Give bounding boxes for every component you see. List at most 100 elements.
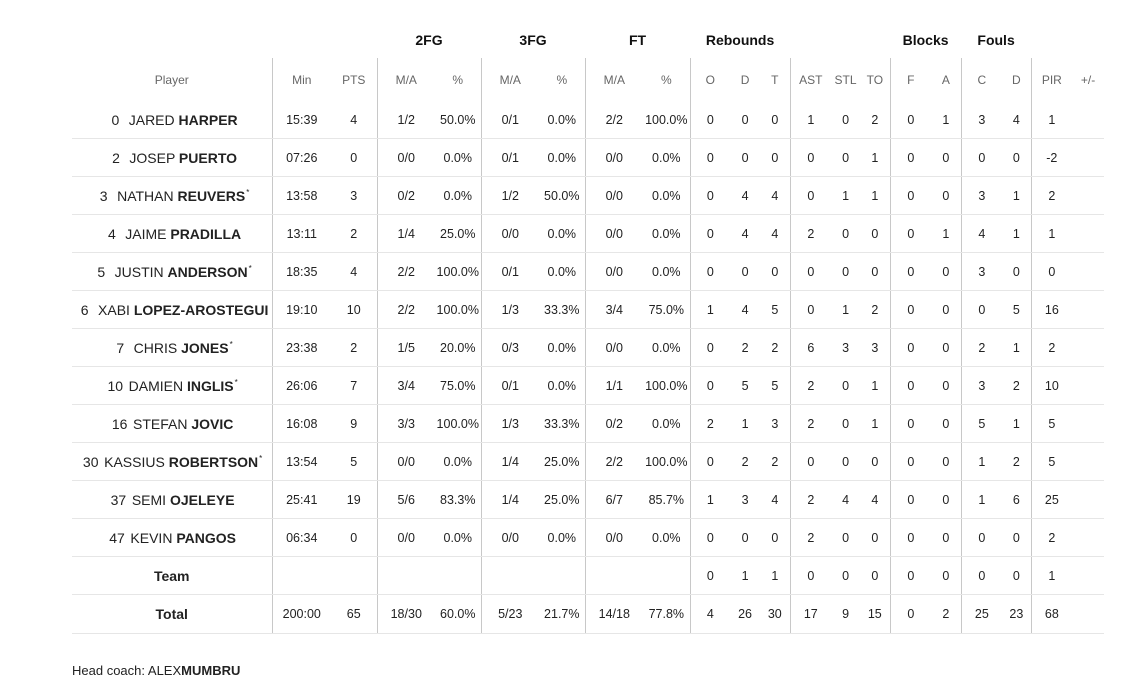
starter-marker: * [248, 263, 252, 273]
cell-fouls-committed: 3 [960, 252, 1003, 291]
cell-reb-off: 0 [689, 101, 731, 139]
table-row: 30 KASSIUS ROBERTSON* 13:54 5 0/0 0.0% 1/4 25.… [72, 442, 1105, 481]
cell-blk-against: 1 [931, 101, 962, 139]
player-name-cell[interactable]: 4 JAIME PRADILLA [72, 214, 272, 253]
cell-blk-for: 0 [889, 252, 932, 291]
player-name-cell[interactable]: 30 KASSIUS ROBERTSON* [72, 442, 272, 481]
cell-ft-made-att: 1/1 [584, 366, 644, 405]
cell-ft-made-att: 0/0 [584, 252, 644, 291]
cell-reb-off: 0 [689, 442, 731, 481]
cell-stl: 0 [831, 442, 861, 481]
player-last-name: OJELEYE [169, 491, 235, 508]
cell-2fg-pct: 100.0% [435, 252, 482, 291]
cell-stl: 0 [831, 214, 861, 253]
cell-min: 23:38 [271, 328, 331, 367]
jersey-number: 6 [80, 301, 89, 318]
cell-fouls-drawn: 0 [1002, 518, 1032, 557]
starter-marker: * [259, 453, 263, 463]
cell-pts: 4 [331, 252, 377, 291]
table-row: 16 STEFAN JOVIC 16:08 9 3/3 100.0% 1/3 33.3% 0/… [72, 404, 1105, 443]
cell-ft-made-att: 14/18 [584, 594, 644, 634]
col-header-min: Min [271, 58, 331, 101]
cell-stl: 1 [831, 290, 861, 329]
table-row: 3 NATHAN REUVERS* 13:58 3 0/2 0.0% 1/2 50.0% 0/… [72, 176, 1105, 215]
group-header-2fg: 2FG [415, 32, 443, 48]
group-spacer [1031, 22, 1104, 58]
cell-reb-total: 0 [760, 252, 791, 291]
col-header-3fg-made-att: M/A [480, 58, 540, 101]
player-last-name: PANGOS [176, 529, 236, 546]
cell-reb-off: 0 [689, 214, 731, 253]
cell-plus-minus [1072, 101, 1105, 139]
cell-2fg-pct: 25.0% [435, 214, 482, 253]
player-name-cell[interactable]: 47 KEVIN PANGOS [72, 518, 272, 557]
cell-fouls-committed: 25 [960, 594, 1003, 634]
jersey-number: 4 [107, 225, 116, 242]
cell-stl: 0 [831, 404, 861, 443]
box-score-table: 2FG 3FG FT Rebounds Blocks Fouls Player M… [72, 22, 1105, 634]
player-name-cell[interactable]: 3 NATHAN REUVERS* [72, 176, 272, 215]
player-name-cell[interactable]: 10 DAMIEN INGLIS* [72, 366, 272, 405]
cell-ast: 2 [789, 518, 832, 557]
cell-blk-for: 0 [889, 328, 932, 367]
cell-min: 13:58 [271, 176, 331, 215]
cell-3fg-made-att: 1/3 [480, 290, 540, 329]
cell-reb-def: 0 [730, 138, 761, 177]
cell-3fg-pct: 0.0% [539, 214, 586, 253]
cell-stl: 0 [831, 101, 861, 139]
cell-to: 0 [860, 252, 891, 291]
player-name-cell[interactable]: 7 CHRIS JONES* [72, 328, 272, 367]
cell-fouls-drawn: 2 [1002, 366, 1032, 405]
cell-ft-pct: 75.0% [643, 290, 691, 329]
cell-blk-against: 0 [931, 138, 962, 177]
cell-3fg-made-att: 0/1 [480, 138, 540, 177]
player-last-name: REUVERS [177, 187, 246, 204]
cell-fouls-drawn: 1 [1002, 404, 1032, 443]
cell-3fg-pct: 25.0% [539, 480, 586, 519]
cell-ft-pct [643, 556, 691, 595]
cell-fouls-committed: 2 [960, 328, 1003, 367]
cell-pir: 5 [1030, 442, 1073, 481]
cell-reb-total: 3 [760, 404, 791, 443]
cell-reb-off: 0 [689, 518, 731, 557]
cell-fouls-committed: 1 [960, 442, 1003, 481]
col-header-blk-against: A [941, 72, 950, 87]
cell-ft-made-att: 0/0 [584, 214, 644, 253]
player-name-cell[interactable]: 0 JARED HARPER [72, 101, 272, 139]
cell-pir: 68 [1030, 594, 1073, 634]
head-coach-first-name: ALEX [147, 663, 182, 678]
cell-fouls-drawn: 1 [1002, 176, 1032, 215]
cell-3fg-made-att: 1/4 [480, 442, 540, 481]
cell-ast: 2 [789, 480, 832, 519]
cell-2fg-pct: 100.0% [435, 404, 482, 443]
cell-blk-for: 0 [889, 138, 932, 177]
player-name-cell[interactable]: 5 JUSTIN ANDERSON* [72, 252, 272, 291]
cell-blk-for: 0 [889, 442, 932, 481]
cell-ft-made-att: 6/7 [584, 480, 644, 519]
cell-min: 19:10 [271, 290, 331, 329]
table-body: 0 JARED HARPER 15:39 4 1/2 50.0% 0/1 0.0% 2/2 10… [72, 101, 1105, 634]
player-name-cell[interactable]: 37 SEMI OJELEYE [72, 480, 272, 519]
player-name-cell[interactable]: 16 STEFAN JOVIC [72, 404, 272, 443]
player-first-name: JOSEP [129, 149, 176, 166]
cell-2fg-pct: 0.0% [435, 518, 482, 557]
cell-blk-against: 0 [931, 176, 962, 215]
cell-stl: 0 [831, 518, 861, 557]
cell-pts: 19 [331, 480, 377, 519]
cell-blk-for: 0 [889, 518, 932, 557]
head-coach-line: Head coach: ALEXMUMBRU [72, 663, 240, 678]
cell-reb-total: 5 [760, 290, 791, 329]
group-header-rebounds: Rebounds [705, 32, 775, 48]
cell-pir: 1 [1030, 214, 1073, 253]
player-name-cell[interactable]: 6 XABI LOPEZ-AROSTEGUI [72, 290, 272, 329]
cell-3fg-made-att: 1/3 [480, 404, 540, 443]
player-first-name: KASSIUS [104, 453, 165, 470]
group-spacer [72, 22, 377, 58]
player-last-name: LOPEZ-AROSTEGUI [133, 301, 269, 318]
cell-min: 18:35 [271, 252, 331, 291]
cell-2fg-made-att: 1/2 [376, 101, 435, 139]
player-name-cell[interactable]: 2 JOSEP PUERTO [72, 138, 272, 177]
cell-reb-off: 1 [689, 480, 731, 519]
cell-fouls-committed: 3 [960, 366, 1003, 405]
cell-3fg-made-att: 0/3 [480, 328, 540, 367]
